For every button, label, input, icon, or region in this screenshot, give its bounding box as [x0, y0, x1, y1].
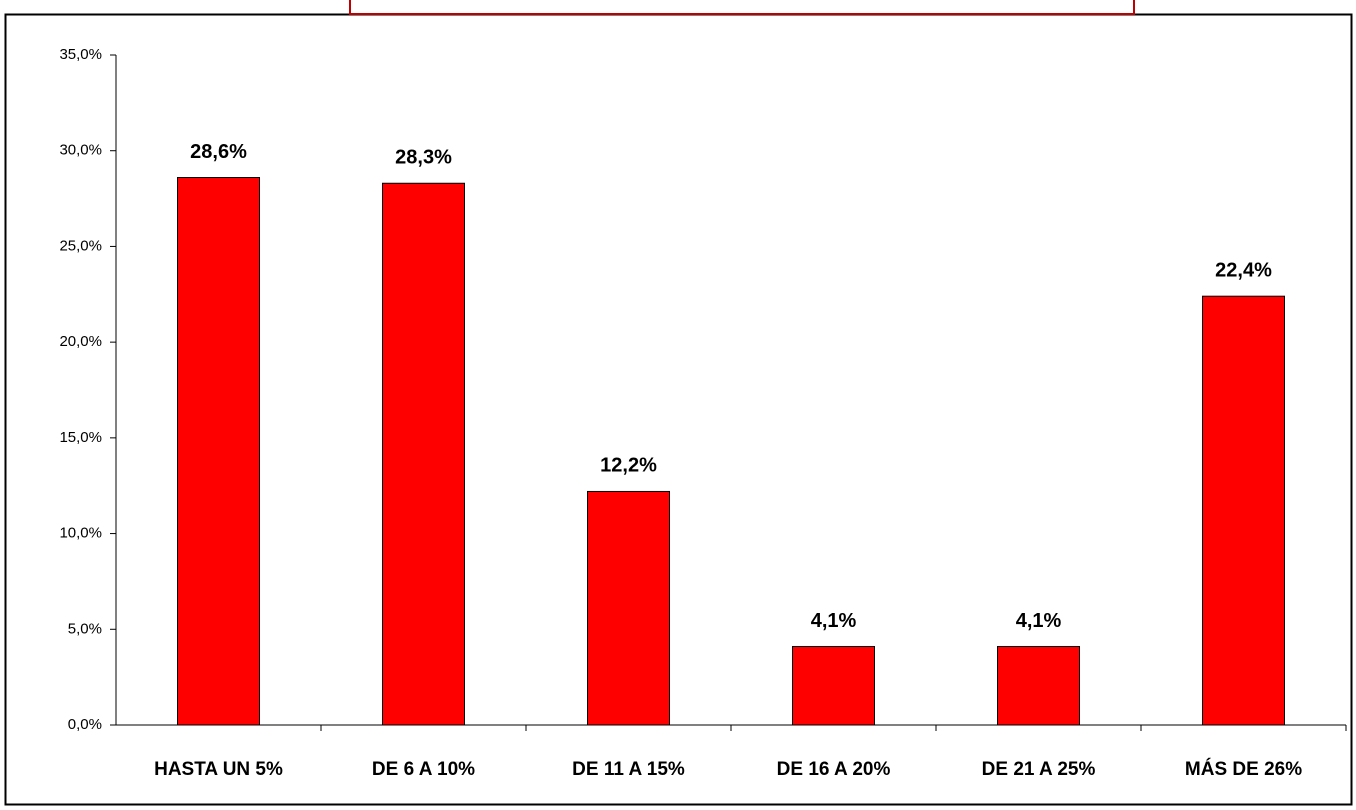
- bar: [792, 646, 875, 726]
- data-label: 28,3%: [395, 147, 452, 169]
- x-tick-label: HASTA UN 5%: [154, 759, 283, 780]
- data-label: 4,1%: [811, 610, 857, 632]
- x-tick-label: DE 21 A 25%: [982, 759, 1096, 780]
- y-tick-label: 0,0%: [68, 716, 102, 733]
- x-tick-label: DE 6 A 10%: [372, 759, 475, 780]
- y-tick-label: 25,0%: [59, 237, 102, 254]
- data-label: 22,4%: [1215, 259, 1272, 281]
- x-tick-label: DE 11 A 15%: [572, 759, 685, 780]
- y-tick-label: 15,0%: [59, 429, 102, 446]
- y-tick-label: 5,0%: [68, 620, 102, 637]
- y-tick-label: 35,0%: [59, 46, 102, 63]
- y-tick-label: 10,0%: [59, 525, 102, 542]
- bar: [997, 646, 1080, 726]
- data-label: 28,6%: [190, 141, 247, 163]
- x-tick-label: DE 16 A 20%: [777, 759, 891, 780]
- bar: [587, 490, 670, 726]
- bar: [1202, 295, 1285, 726]
- y-tick-label: 30,0%: [59, 142, 102, 159]
- data-label: 4,1%: [1016, 610, 1062, 632]
- bar: [382, 182, 465, 726]
- data-label: 12,2%: [600, 455, 657, 477]
- title-box: [349, 0, 1135, 15]
- bar: [177, 177, 260, 726]
- y-tick-label: 20,0%: [59, 333, 102, 350]
- x-tick-label: MÁS DE 26%: [1185, 758, 1302, 780]
